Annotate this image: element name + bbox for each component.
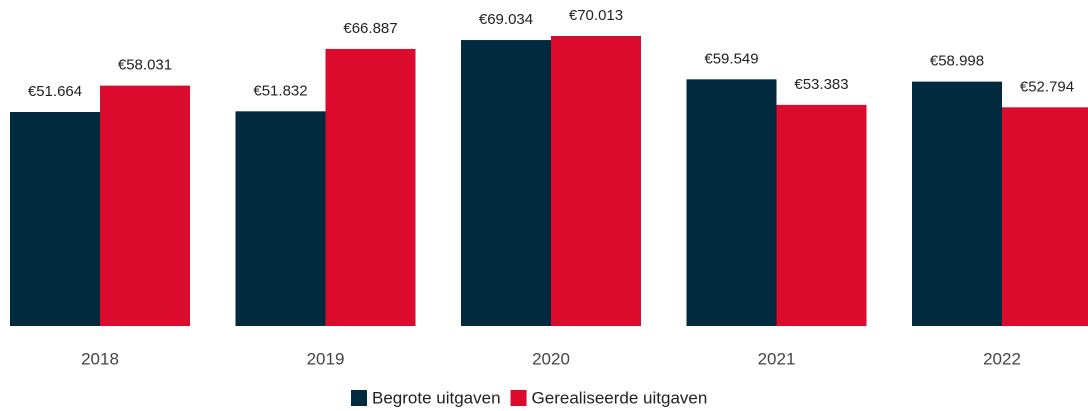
legend-label: Begrote uitgaven xyxy=(372,388,501,407)
x-tick-label: 2022 xyxy=(983,349,1021,368)
value-label: €52.794 xyxy=(1020,78,1074,95)
value-label: €58.998 xyxy=(930,53,984,70)
value-label: €69.034 xyxy=(479,11,533,28)
x-tick-label: 2020 xyxy=(532,349,570,368)
value-label: €53.383 xyxy=(794,76,848,93)
legend-swatch xyxy=(510,390,527,406)
value-label: €66.887 xyxy=(343,20,397,37)
bar xyxy=(776,104,867,326)
bar xyxy=(551,36,641,326)
bar xyxy=(1002,107,1088,327)
legend-swatch xyxy=(351,390,367,406)
bar xyxy=(325,48,416,326)
bar xyxy=(235,111,326,326)
bar xyxy=(912,81,1002,327)
bar xyxy=(461,40,551,326)
bar xyxy=(10,112,100,326)
value-label: €58.031 xyxy=(118,57,172,74)
value-label: €70.013 xyxy=(569,7,623,24)
x-tick-label: 2018 xyxy=(81,349,119,368)
x-tick-label: 2021 xyxy=(758,349,796,368)
x-tick-label: 2019 xyxy=(307,349,345,368)
value-label: €59.549 xyxy=(704,50,758,67)
bar xyxy=(686,79,777,326)
value-label: €51.832 xyxy=(253,82,307,99)
value-label: €51.664 xyxy=(28,83,82,100)
legend-label: Gerealiseerde uitgaven xyxy=(532,388,708,407)
bar xyxy=(100,85,190,327)
